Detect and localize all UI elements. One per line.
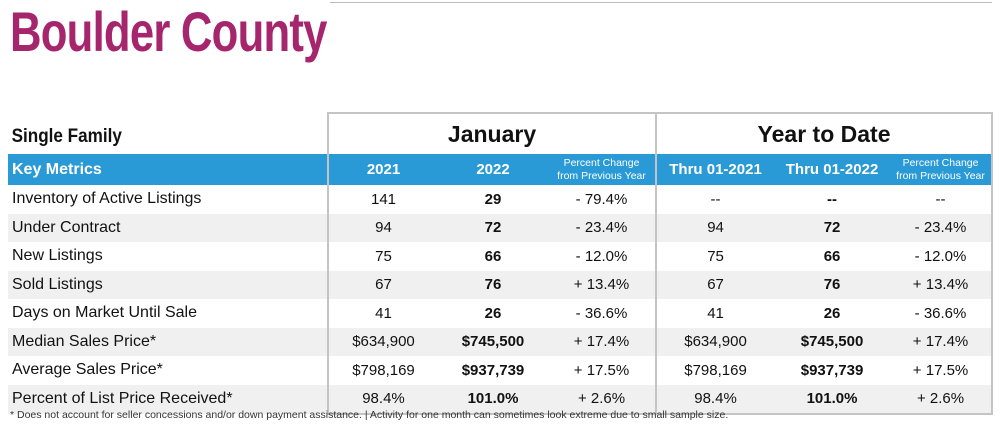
ytd-2021-value: 75 <box>655 242 775 271</box>
jan-2022-value: 29 <box>484 190 502 208</box>
metric-name: Days on Market Until Sale <box>12 304 197 322</box>
ytd-percent-change: + 17.5% <box>890 356 994 385</box>
ytd-2021-value: 94 <box>655 213 775 242</box>
header-jan-percent-change: Percent Change from Previous Year <box>548 154 657 185</box>
ytd-percent-change: - 36.6% <box>890 299 994 328</box>
metric-name: Under Contract <box>8 213 328 242</box>
jan-2022-value: 72 <box>438 213 548 242</box>
table-row: Days on Market Until Sale 41 26 - 36.6% 41 26… <box>8 299 994 328</box>
jan-2021-value: $634,900 <box>327 327 438 356</box>
group-january: January <box>326 112 657 154</box>
jan-percent-change: - 12.0% <box>575 247 628 265</box>
column-header-row: Key Metrics 2021 2022 Percent Change fro… <box>8 154 994 185</box>
jan-2022-value: 26 <box>484 304 502 322</box>
ytd-2021-value: $634,900 <box>655 327 775 356</box>
jan-2021-value: 94 <box>327 213 438 242</box>
header-ytd-2021: Thru 01-2021 <box>655 154 775 185</box>
table-row: Inventory of Active Listings 141 29 - 79.4%… <box>8 185 994 214</box>
header-jan-2022: 2022 <box>438 154 548 185</box>
metric-name: Inventory of Active Listings <box>12 190 202 208</box>
header-pct-line2: from Previous Year <box>557 169 646 182</box>
jan-2021-value: 75 <box>327 242 438 271</box>
metric-name: Sold Listings <box>8 270 328 299</box>
jan-2022-value: $745,500 <box>438 327 548 356</box>
jan-percent-change: - 79.4% <box>575 190 628 208</box>
ytd-2022-value: -- <box>827 190 838 208</box>
ytd-2022-value: 66 <box>823 247 841 265</box>
table-row: Under Contract 94 72- 23.4% 94 72- 23.4% <box>8 213 994 242</box>
jan-percent-change: + 17.5% <box>573 361 630 379</box>
jan-2022-value: 66 <box>484 247 502 265</box>
jan-percent-change: + 2.6% <box>548 384 657 415</box>
jan-2022-value: 76 <box>438 270 548 299</box>
ytd-2021-value: 67 <box>655 270 775 299</box>
header-key-metrics: Key Metrics <box>8 154 328 185</box>
header-ytd-percent-change: Percent Change from Previous Year <box>890 154 994 185</box>
metrics-table: Single Family January Year to Date Key M… <box>8 112 994 415</box>
ytd-2021-value: 41 <box>655 299 775 328</box>
ytd-percent-change: - 12.0% <box>890 242 994 271</box>
jan-percent-change: - 23.4% <box>548 213 657 242</box>
top-rule <box>330 2 992 3</box>
header-pct-line2: from Previous Year <box>896 169 985 182</box>
ytd-2021-value: $798,169 <box>655 356 775 385</box>
table-row: Average Sales Price* $798,169 $937,739 + 17… <box>8 356 994 385</box>
page-title: Boulder County <box>10 0 327 63</box>
header-pct-line1: Percent Change <box>902 156 979 169</box>
ytd-2022-value: $745,500 <box>774 327 891 356</box>
table-row: New Listings 75 66 - 12.0% 75 66 - 12.0% <box>8 242 994 271</box>
ytd-2021-value: 98.4% <box>655 384 775 415</box>
ytd-percent-change: + 2.6% <box>890 384 994 415</box>
table-row: Median Sales Price* $634,900 $745,500 + 17.… <box>8 327 994 356</box>
jan-percent-change: + 17.4% <box>548 327 657 356</box>
ytd-percent-change: + 17.4% <box>890 327 994 356</box>
header-pct-line1: Percent Change <box>563 156 640 169</box>
metric-name: Percent of List Price Received* <box>8 384 328 414</box>
jan-2022-value: 101.0% <box>438 384 548 415</box>
ytd-2022-value: 72 <box>774 213 891 242</box>
group-year-to-date: Year to Date <box>655 112 994 154</box>
ytd-2022-value: $937,739 <box>800 361 864 379</box>
footnote: * Does not account for seller concession… <box>10 409 729 421</box>
table-row: Sold Listings 67 76 + 13.4% 67 76 + 13.4% <box>8 270 994 299</box>
ytd-2022-value: 26 <box>823 304 841 322</box>
ytd-percent-change: -- <box>890 185 994 214</box>
jan-2022-value: $937,739 <box>461 361 525 379</box>
ytd-2022-value: 76 <box>774 270 891 299</box>
ytd-percent-change: + 13.4% <box>890 270 994 299</box>
jan-percent-change: + 13.4% <box>548 270 657 299</box>
group-header-row: Single Family January Year to Date <box>8 112 994 154</box>
jan-2021-value: $798,169 <box>327 356 438 385</box>
jan-2021-value: 41 <box>327 299 438 328</box>
jan-percent-change: - 36.6% <box>575 304 628 322</box>
jan-2021-value: 67 <box>327 270 438 299</box>
metric-name: Median Sales Price* <box>8 327 328 356</box>
section-label: Single Family <box>11 125 122 147</box>
ytd-percent-change: - 23.4% <box>890 213 994 242</box>
jan-2021-value: 98.4% <box>327 384 438 415</box>
metric-name: Average Sales Price* <box>12 361 163 379</box>
jan-2021-value: 141 <box>327 185 438 214</box>
table-row: Percent of List Price Received* 98.4% 101.… <box>8 384 994 415</box>
header-jan-2021: 2021 <box>327 154 438 185</box>
metric-name: New Listings <box>12 247 103 265</box>
ytd-2021-value: -- <box>655 185 775 214</box>
header-ytd-2022: Thru 01-2022 <box>774 154 891 185</box>
ytd-2022-value: 101.0% <box>774 384 891 415</box>
